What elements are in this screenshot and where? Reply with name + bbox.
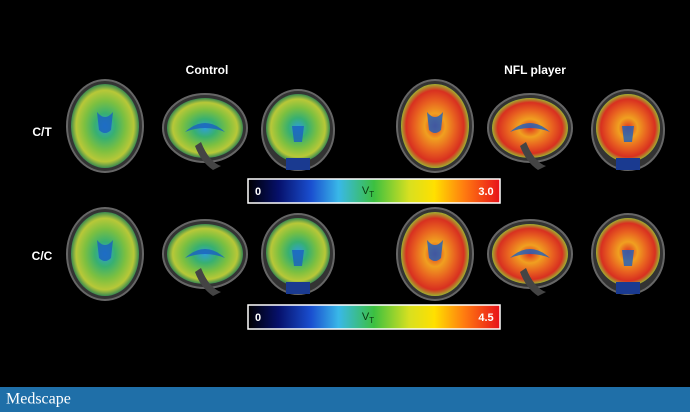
color-scale: 0 VT 3.0 <box>247 178 501 204</box>
scale-min: 0 <box>255 312 261 324</box>
column-header: NFL player <box>504 63 566 77</box>
color-bar <box>247 304 501 330</box>
row-label: C/T <box>32 125 52 139</box>
subscript: T <box>369 316 374 325</box>
row-label: C/C <box>32 249 53 263</box>
footer-bar <box>0 387 690 412</box>
scale-symbol: VT <box>362 185 374 199</box>
color-scale: 0 VT 4.5 <box>247 304 501 330</box>
subscript: T <box>369 190 374 199</box>
column-header: Control <box>186 63 229 77</box>
scale-min: 0 <box>255 186 261 198</box>
scale-symbol: VT <box>362 311 374 325</box>
scale-max: 4.5 <box>478 312 493 324</box>
symbol: V <box>362 311 370 323</box>
scale-max: 3.0 <box>478 186 493 198</box>
symbol: V <box>362 185 370 197</box>
brand-logo: Medscape <box>6 391 71 408</box>
color-bar <box>247 178 501 204</box>
